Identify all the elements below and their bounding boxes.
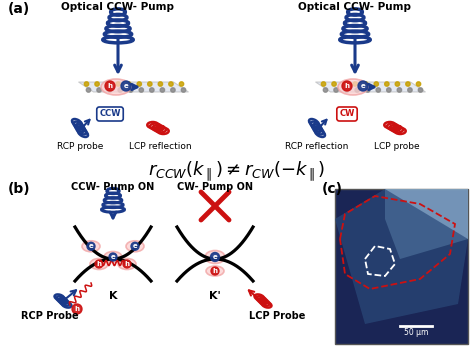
Circle shape bbox=[108, 88, 112, 92]
Ellipse shape bbox=[90, 258, 108, 269]
Circle shape bbox=[408, 88, 412, 92]
Text: 50 μm: 50 μm bbox=[404, 328, 428, 337]
Text: e: e bbox=[124, 83, 128, 89]
Text: h: h bbox=[97, 261, 101, 267]
Circle shape bbox=[416, 82, 421, 86]
Text: e: e bbox=[361, 83, 365, 89]
Text: Optical CCW- Pump: Optical CCW- Pump bbox=[62, 2, 174, 12]
Ellipse shape bbox=[338, 79, 368, 95]
Text: LCP reflection: LCP reflection bbox=[128, 142, 191, 151]
Text: K: K bbox=[109, 291, 117, 301]
Circle shape bbox=[128, 88, 133, 92]
Circle shape bbox=[181, 88, 186, 92]
Text: RCP Probe: RCP Probe bbox=[21, 311, 79, 321]
Text: K': K' bbox=[209, 291, 221, 301]
Circle shape bbox=[123, 260, 131, 268]
Circle shape bbox=[355, 88, 359, 92]
Bar bbox=[335, 189, 468, 344]
Circle shape bbox=[105, 81, 115, 91]
Text: CW: CW bbox=[339, 109, 355, 119]
Circle shape bbox=[321, 82, 326, 86]
Circle shape bbox=[342, 81, 352, 91]
Circle shape bbox=[160, 88, 164, 92]
Text: h: h bbox=[125, 261, 129, 267]
Text: RCP reflection: RCP reflection bbox=[285, 142, 349, 151]
Circle shape bbox=[395, 82, 400, 86]
Circle shape bbox=[72, 304, 82, 314]
Circle shape bbox=[118, 88, 122, 92]
Circle shape bbox=[121, 81, 131, 91]
Ellipse shape bbox=[118, 258, 136, 269]
Text: h: h bbox=[212, 268, 218, 274]
Circle shape bbox=[406, 82, 410, 86]
Circle shape bbox=[105, 82, 110, 86]
Circle shape bbox=[374, 82, 378, 86]
Polygon shape bbox=[385, 189, 468, 259]
Circle shape bbox=[364, 82, 368, 86]
Circle shape bbox=[86, 88, 91, 92]
Ellipse shape bbox=[206, 266, 224, 276]
Circle shape bbox=[345, 88, 349, 92]
Text: e: e bbox=[89, 243, 93, 249]
Circle shape bbox=[376, 88, 381, 92]
Circle shape bbox=[127, 82, 131, 86]
Circle shape bbox=[137, 82, 141, 86]
Circle shape bbox=[387, 88, 391, 92]
Circle shape bbox=[95, 260, 103, 268]
Circle shape bbox=[353, 82, 357, 86]
Circle shape bbox=[97, 88, 101, 92]
Circle shape bbox=[131, 242, 139, 250]
Text: $r_{CCW}(k_{\parallel}) \neq r_{CW}(-k_{\parallel})$: $r_{CCW}(k_{\parallel}) \neq r_{CW}(-k_{… bbox=[148, 159, 326, 183]
Circle shape bbox=[342, 82, 347, 86]
Circle shape bbox=[358, 81, 368, 91]
Text: CCW- Pump ON: CCW- Pump ON bbox=[72, 182, 155, 192]
Polygon shape bbox=[79, 82, 189, 92]
Circle shape bbox=[323, 88, 328, 92]
Text: h: h bbox=[108, 83, 112, 89]
Text: CW- Pump ON: CW- Pump ON bbox=[177, 182, 253, 192]
Circle shape bbox=[169, 82, 173, 86]
Text: LCP Probe: LCP Probe bbox=[249, 311, 305, 321]
Text: RCP probe: RCP probe bbox=[57, 142, 103, 151]
Text: (b): (b) bbox=[8, 182, 31, 196]
Ellipse shape bbox=[104, 251, 122, 263]
Circle shape bbox=[109, 253, 117, 261]
Circle shape bbox=[95, 82, 99, 86]
Circle shape bbox=[150, 88, 154, 92]
Circle shape bbox=[384, 82, 389, 86]
Text: (c): (c) bbox=[322, 182, 343, 196]
Ellipse shape bbox=[126, 241, 144, 252]
Circle shape bbox=[179, 82, 184, 86]
Circle shape bbox=[116, 82, 120, 86]
Ellipse shape bbox=[205, 251, 225, 263]
Text: e: e bbox=[110, 254, 115, 260]
Polygon shape bbox=[316, 82, 426, 92]
Circle shape bbox=[158, 82, 163, 86]
Text: e: e bbox=[213, 254, 218, 260]
Circle shape bbox=[210, 252, 219, 262]
Circle shape bbox=[139, 88, 144, 92]
Text: (a): (a) bbox=[8, 2, 30, 16]
Circle shape bbox=[211, 267, 219, 275]
Circle shape bbox=[147, 82, 152, 86]
Text: h: h bbox=[345, 83, 349, 89]
Circle shape bbox=[84, 82, 89, 86]
Circle shape bbox=[334, 88, 338, 92]
Circle shape bbox=[418, 88, 423, 92]
Text: LCP probe: LCP probe bbox=[374, 142, 420, 151]
Ellipse shape bbox=[101, 79, 131, 95]
Text: CCW: CCW bbox=[99, 109, 121, 119]
Ellipse shape bbox=[82, 241, 100, 252]
Circle shape bbox=[87, 242, 95, 250]
Text: e: e bbox=[133, 243, 137, 249]
Polygon shape bbox=[335, 189, 468, 324]
Circle shape bbox=[397, 88, 401, 92]
Text: Optical CCW- Pump: Optical CCW- Pump bbox=[299, 2, 411, 12]
Circle shape bbox=[171, 88, 175, 92]
Circle shape bbox=[365, 88, 370, 92]
Text: h: h bbox=[74, 306, 80, 312]
Circle shape bbox=[332, 82, 336, 86]
